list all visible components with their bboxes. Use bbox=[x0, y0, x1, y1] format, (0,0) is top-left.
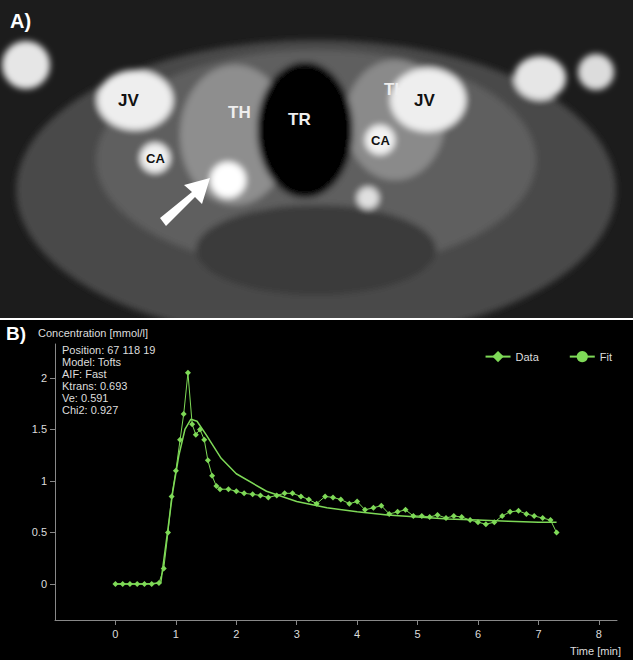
svg-text:Chi2: 0.927: Chi2: 0.927 bbox=[62, 404, 118, 416]
svg-text:0.5: 0.5 bbox=[32, 526, 47, 538]
svg-text:Time [min]: Time [min] bbox=[570, 645, 621, 657]
svg-text:1.5: 1.5 bbox=[32, 423, 47, 435]
svg-text:Fit: Fit bbox=[600, 351, 612, 363]
svg-text:TH: TH bbox=[228, 103, 251, 122]
svg-text:Model: Tofts: Model: Tofts bbox=[62, 356, 122, 368]
svg-text:2: 2 bbox=[233, 628, 239, 640]
svg-text:Ve: 0.591: Ve: 0.591 bbox=[62, 392, 109, 404]
svg-text:CA: CA bbox=[371, 133, 390, 148]
svg-text:JV: JV bbox=[118, 91, 139, 110]
svg-text:JV: JV bbox=[414, 91, 435, 110]
svg-text:CA: CA bbox=[146, 151, 165, 166]
svg-text:0: 0 bbox=[112, 628, 118, 640]
svg-text:A): A) bbox=[10, 10, 31, 32]
svg-text:5: 5 bbox=[415, 628, 421, 640]
svg-text:8: 8 bbox=[596, 628, 602, 640]
svg-text:Position: 67 118 19: Position: 67 118 19 bbox=[62, 344, 155, 356]
svg-text:1: 1 bbox=[173, 628, 179, 640]
svg-text:7: 7 bbox=[535, 628, 541, 640]
svg-text:6: 6 bbox=[475, 628, 481, 640]
svg-text:Ktrans: 0.693: Ktrans: 0.693 bbox=[62, 380, 127, 392]
svg-text:3: 3 bbox=[294, 628, 300, 640]
svg-text:Concentration [mmol/l]: Concentration [mmol/l] bbox=[38, 327, 148, 339]
svg-text:Data: Data bbox=[516, 351, 540, 363]
svg-text:AIF: Fast: AIF: Fast bbox=[62, 368, 107, 380]
svg-text:0: 0 bbox=[41, 578, 47, 590]
svg-text:TH: TH bbox=[384, 80, 407, 99]
svg-text:TR: TR bbox=[288, 110, 311, 129]
svg-text:4: 4 bbox=[354, 628, 360, 640]
svg-text:2: 2 bbox=[41, 372, 47, 384]
svg-text:1: 1 bbox=[41, 475, 47, 487]
svg-text:B): B) bbox=[6, 323, 26, 344]
